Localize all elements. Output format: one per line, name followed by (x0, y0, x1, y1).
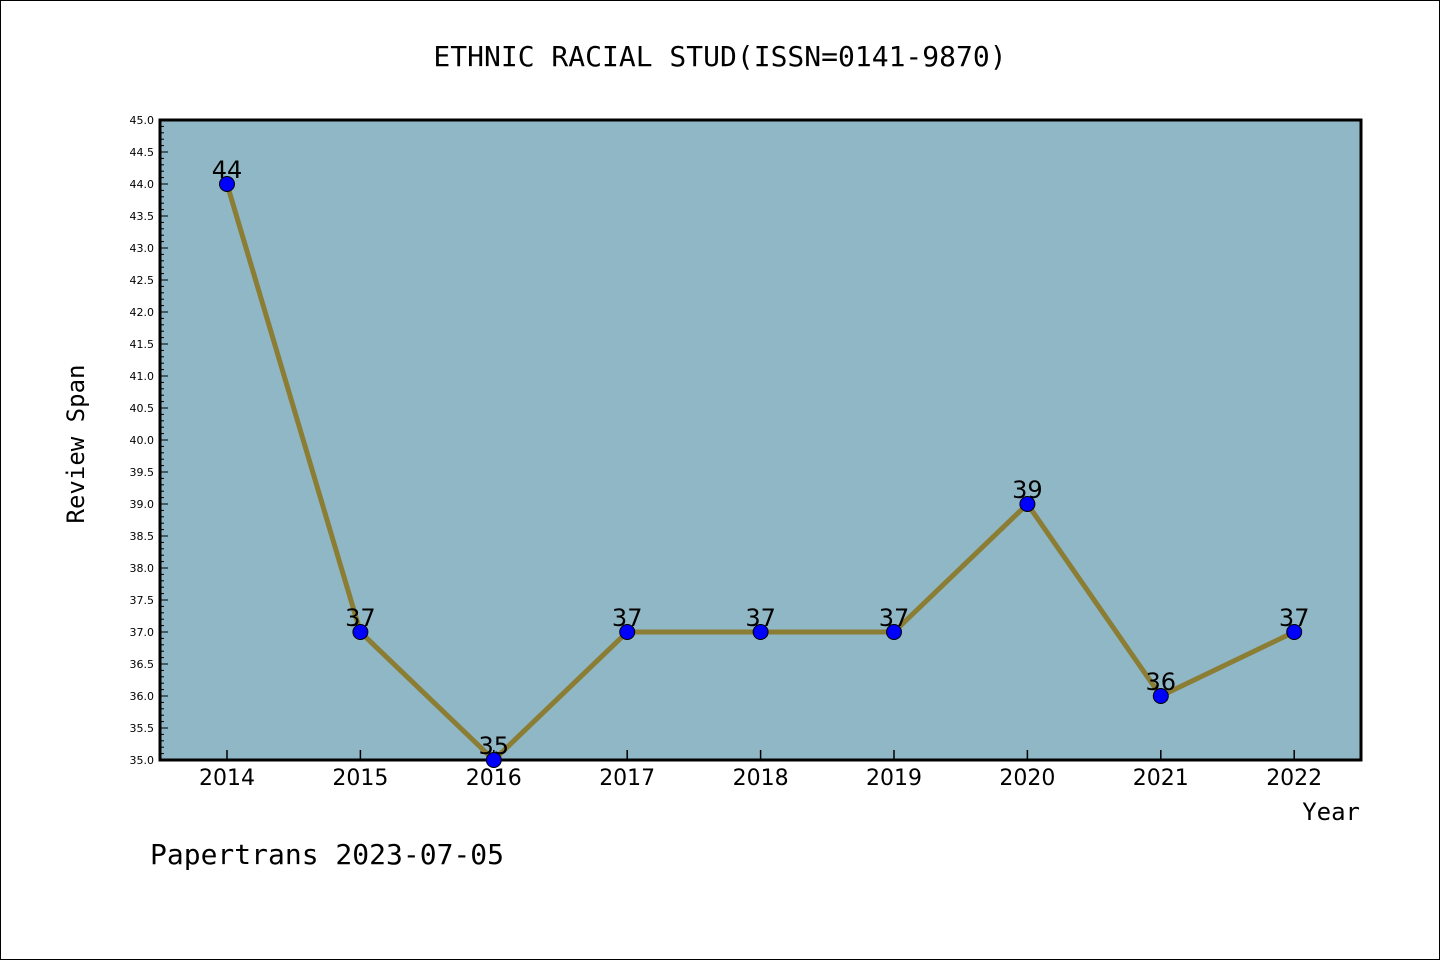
y-tick-label: 39.0 (130, 498, 155, 511)
y-tick-label: 44.0 (130, 178, 155, 191)
data-label: 37 (745, 604, 776, 632)
x-tick-label: 2019 (866, 766, 922, 791)
data-point (352, 624, 369, 640)
data-label: 39 (1012, 476, 1043, 504)
x-tick-label: 2020 (999, 766, 1055, 791)
y-tick-label: 38.0 (130, 562, 155, 575)
x-tick-label: 2014 (199, 766, 255, 791)
y-tick-label: 36.5 (130, 658, 155, 671)
plot-area (158, 118, 1363, 762)
y-tick-label: 41.5 (130, 338, 155, 351)
x-tick-label: 2021 (1133, 766, 1189, 791)
y-tick-label: 43.0 (130, 242, 155, 255)
chart-title: ETHNIC RACIAL STUD(ISSN=0141-9870) (433, 40, 1006, 73)
x-axis-label: Year (1302, 798, 1360, 826)
y-tick-label: 38.5 (130, 530, 155, 543)
data-point (1286, 624, 1303, 640)
data-label: 37 (345, 604, 376, 632)
y-tick-label: 39.5 (130, 466, 155, 479)
series-group: 44 37 35 37 37 37 39 36 37 (212, 156, 1310, 768)
data-label: 44 (212, 156, 243, 184)
y-tick-label: 35.0 (130, 754, 155, 767)
data-point (1152, 688, 1169, 704)
x-tick-label: 2015 (332, 766, 388, 791)
data-label: 36 (1146, 668, 1177, 696)
y-tick-label: 42.0 (130, 306, 155, 319)
y-tick-label: 37.5 (130, 594, 155, 607)
data-point (219, 176, 235, 192)
data-point (1019, 496, 1036, 512)
y-axis: 35.0 35.5 36.0 36.5 37.0 37.5 38.0 38.5 39.0 39.5… (130, 114, 168, 767)
x-axis: 2014 2015 2016 2017 2018 2019 2020 2021 2022 (199, 750, 1322, 791)
y-tick-label: 37.0 (130, 626, 155, 639)
y-tick-label: 45.0 (130, 114, 155, 127)
x-tick-label: 2016 (466, 766, 522, 791)
y-tick-label: 40.5 (130, 402, 155, 415)
data-point (485, 752, 502, 768)
data-point (886, 624, 902, 640)
data-label: 37 (1279, 604, 1310, 632)
footer-text: Papertrans 2023-07-05 (150, 838, 504, 871)
data-label: 35 (479, 732, 510, 760)
y-tick-label: 42.5 (130, 274, 155, 287)
y-tick-label: 40.0 (130, 434, 155, 447)
y-tick-label: 43.5 (130, 210, 155, 223)
y-tick-label: 35.5 (130, 722, 155, 735)
y-tick-label: 36.0 (130, 690, 155, 703)
x-tick-label: 2018 (733, 766, 789, 791)
y-tick-label: 44.5 (130, 146, 155, 159)
x-tick-label: 2017 (599, 766, 655, 791)
y-axis-label: Review Span (62, 365, 90, 524)
data-point (752, 624, 769, 640)
data-point (619, 624, 636, 640)
y-tick-label: 41.0 (130, 370, 155, 383)
x-tick-label: 2022 (1266, 766, 1322, 791)
data-label: 37 (879, 604, 910, 632)
data-label: 37 (612, 604, 643, 632)
